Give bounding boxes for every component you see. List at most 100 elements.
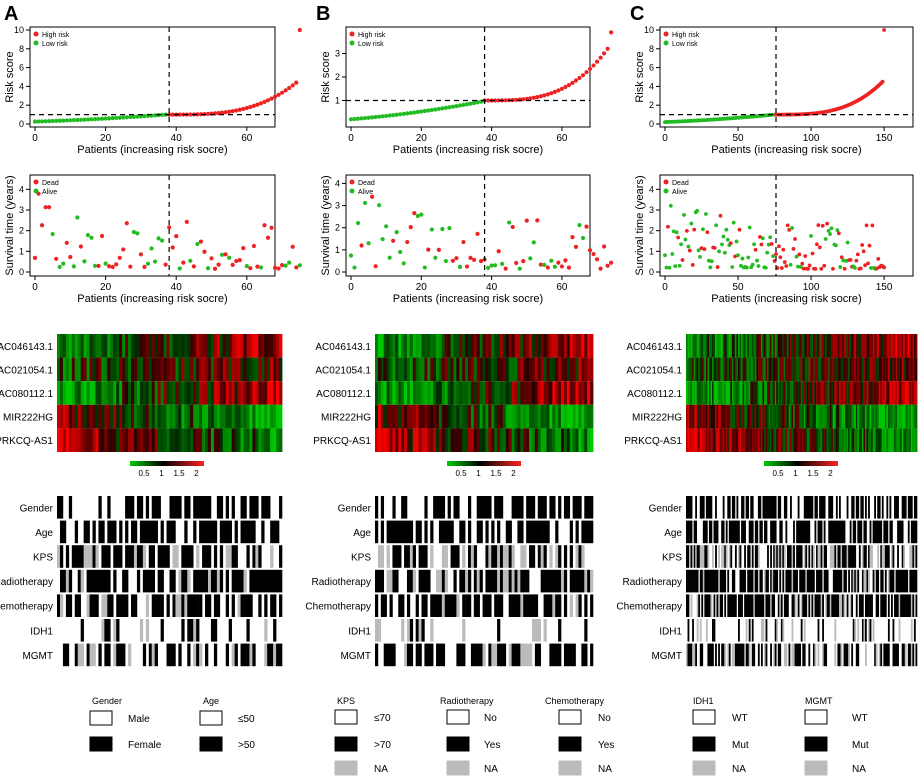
clinical-cell [910, 496, 913, 519]
clinical-cell [765, 520, 768, 544]
heatmap-cell [887, 428, 890, 452]
heatmap-cell [828, 404, 831, 429]
risk-point [426, 108, 431, 113]
heatmap-cell [107, 428, 111, 452]
clinical-cell [713, 594, 716, 617]
risk-point [436, 106, 441, 112]
clinical-cell [392, 496, 396, 519]
clinical-cell [912, 569, 915, 593]
clinical-cell [497, 594, 501, 617]
heatmap-cell [894, 428, 896, 452]
heatmap-cell [540, 428, 544, 452]
heatmap-cell [840, 357, 843, 382]
clinical-cell [497, 619, 501, 642]
clinical-cell [840, 569, 843, 593]
clinical-cell [767, 545, 769, 568]
heatmap-cell [240, 334, 244, 358]
clinical-cell [780, 520, 783, 544]
heatmap-cell [713, 334, 716, 358]
clinical-cell [202, 545, 206, 568]
clinical-cell [561, 569, 565, 593]
heatmap-cell [389, 334, 393, 358]
legend-swatch [558, 736, 582, 752]
heatmap-cell [398, 428, 402, 452]
heatmap-cell [546, 334, 550, 358]
heatmap-cell [759, 404, 762, 429]
clinical-cell [797, 643, 800, 667]
heatmap-row-label: AC021054.1 [315, 365, 371, 376]
heatmap-cell [686, 381, 688, 405]
clinical-cell [739, 643, 742, 667]
survival-point [209, 256, 214, 261]
survival-point [839, 255, 844, 260]
heatmap-cell [736, 381, 739, 405]
survival-point [191, 264, 196, 269]
heatmap-cell [572, 404, 576, 429]
clinical-cell [104, 619, 108, 642]
clinical-row-label: hemotherapy [0, 602, 53, 613]
clinical-cell [436, 569, 440, 593]
clinical-cell [880, 594, 883, 617]
clinical-cell [846, 545, 849, 568]
heatmap-cell [421, 404, 425, 429]
heatmap-cell [101, 381, 105, 405]
clinical-cell [549, 594, 553, 617]
clinical-cell [107, 496, 111, 519]
heatmap-cell [531, 428, 536, 452]
heatmap-cell [482, 334, 486, 358]
legend-label-low: Low risk [672, 41, 698, 48]
heatmap-cell [95, 381, 99, 405]
survival-point [815, 242, 819, 247]
heatmap-cell [851, 357, 854, 382]
heatmap-cell [436, 428, 440, 452]
heatmap-cell [202, 334, 206, 358]
clinical-cell [886, 496, 889, 519]
clinical-cell [502, 569, 507, 593]
heatmap-cell [900, 404, 903, 429]
heatmap-cell [728, 334, 731, 358]
heatmap-cell [436, 404, 440, 429]
clinical-cell [842, 520, 844, 544]
clinical-cell [270, 643, 274, 667]
clinical-cell [398, 545, 402, 568]
survival-point [61, 261, 66, 266]
clinical-cell [377, 545, 382, 568]
heatmap-cell [910, 428, 913, 452]
heatmap-cell [447, 428, 451, 452]
legend-item-label: >50 [238, 740, 255, 751]
survival-point [454, 256, 459, 261]
heatmap-cell [771, 381, 774, 405]
clinical-cell [142, 520, 147, 544]
clinical-cell [790, 496, 792, 519]
heatmap-cell [122, 404, 126, 429]
heatmap-cell [148, 404, 153, 429]
clinical-cell [261, 520, 265, 544]
clinical-cell [875, 643, 878, 667]
survival-point [227, 255, 232, 260]
clinical-cell [872, 619, 875, 642]
clinical-cell [128, 643, 132, 667]
panel-letter-c: C [630, 3, 644, 25]
heatmap-cell [912, 357, 915, 382]
clinical-cell [705, 520, 708, 544]
clinical-cell [181, 619, 185, 642]
risk-point [294, 80, 299, 85]
heatmap-cell [485, 404, 489, 429]
clinical-cell [707, 545, 710, 568]
heatmap-cell [872, 334, 875, 358]
heatmap-cell [903, 381, 906, 405]
heatmap-cell [786, 381, 789, 405]
heatmap-cell [883, 404, 886, 429]
heatmap-cell [401, 334, 405, 358]
survival-point [601, 244, 607, 249]
clinical-cell [107, 619, 111, 642]
x-tick-label: 20 [416, 133, 428, 144]
heatmap-cell [878, 404, 881, 429]
heatmap-cell [575, 357, 579, 382]
clinical-cell [883, 643, 886, 667]
heatmap-cell [702, 428, 705, 452]
clinical-cell [858, 520, 861, 544]
clinical-cell [590, 520, 594, 544]
heatmap-cell [499, 404, 504, 429]
heatmap-cell [184, 334, 188, 358]
